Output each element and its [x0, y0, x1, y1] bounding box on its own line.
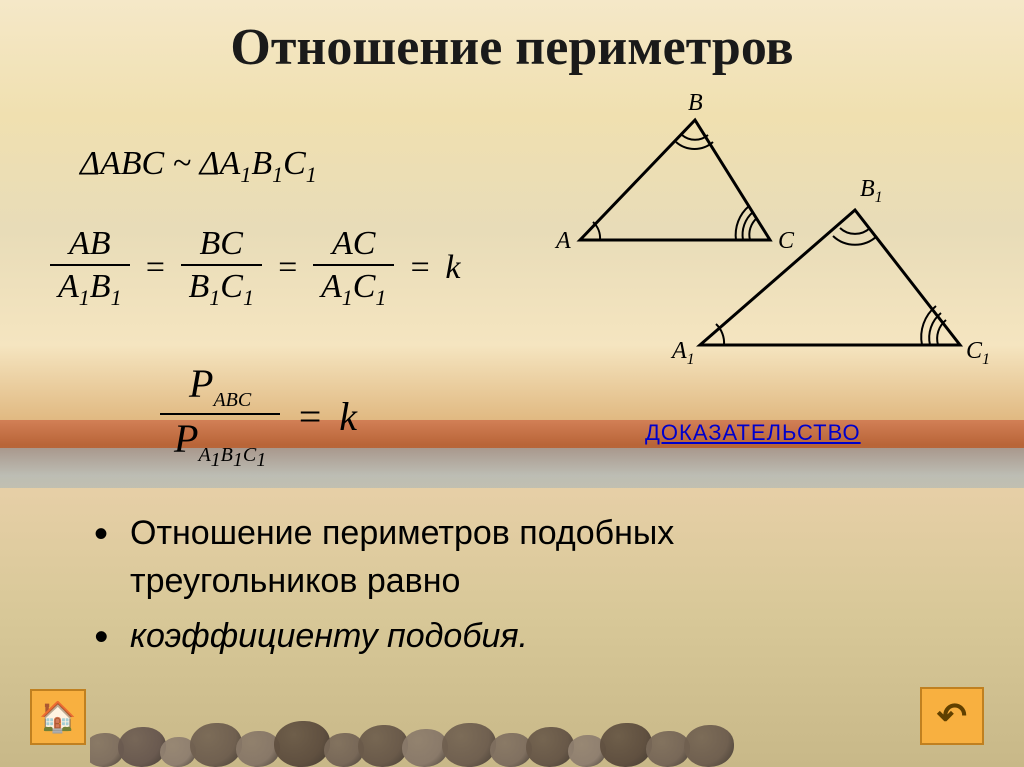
triangle-large-shape [700, 210, 960, 345]
page-title: Отношение периметров [0, 18, 1024, 77]
proof-link[interactable]: ДОКАЗАТЕЛЬСТВО [645, 420, 861, 446]
triangle-large-svg [680, 190, 980, 360]
rock [190, 723, 242, 767]
rock [684, 725, 734, 767]
rock [442, 723, 496, 767]
back-icon: ↶ [937, 695, 967, 737]
similarity-lhs: ΔABC [80, 145, 164, 182]
rock [118, 727, 166, 767]
decor-rocks [90, 697, 904, 767]
similarity-rhs: ΔA1B1C1 [200, 145, 317, 182]
triangle-large-label-a: A1 [672, 338, 695, 369]
ratio-frac-2: BC B1C1 [181, 225, 262, 310]
decor-band-1 [0, 420, 1024, 448]
back-button[interactable]: ↶ [920, 687, 984, 745]
triangle-large-label-b: B1 [860, 176, 883, 207]
decor-band-2 [0, 448, 1024, 488]
perimeter-ratio: PABC PA1B1C1 = k [160, 360, 357, 473]
rock [600, 723, 652, 767]
eq-1: = [138, 249, 173, 287]
rock [358, 725, 408, 767]
ratio-frac-3: AC A1C1 [313, 225, 394, 310]
rock [236, 731, 280, 767]
triangle-small-label-a: A [556, 228, 571, 255]
rock [402, 729, 448, 767]
rock [274, 721, 330, 767]
bullet-1: Отношение периметров подобных треугольни… [90, 510, 904, 605]
similarity-rel: ~ [173, 145, 191, 182]
angle-arc-b1-lg [840, 228, 870, 234]
angle-arc-b2 [676, 142, 713, 149]
perimeter-frac: PABC PA1B1C1 [160, 360, 280, 473]
eq-3: = [402, 249, 437, 287]
triangle-large: A1 B1 C1 [680, 190, 980, 360]
angle-arc-a1 [716, 324, 724, 345]
home-icon: 🏠 [39, 700, 76, 735]
triangle-small-label-b: B [688, 90, 703, 117]
side-ratios: AB A1B1 = BC B1C1 = AC A1C1 = k [50, 225, 460, 310]
perim-eq: = [290, 393, 329, 440]
ratio-k: k [445, 249, 460, 287]
bullet-list: Отношение периметров подобных треугольни… [90, 510, 904, 669]
perim-k: k [339, 393, 357, 440]
triangle-large-label-c: C1 [966, 338, 990, 369]
home-button[interactable]: 🏠 [30, 689, 86, 745]
ratio-frac-1: AB A1B1 [50, 225, 130, 310]
similarity-statement: ΔABC ~ ΔA1B1C1 [80, 145, 317, 188]
eq-2: = [270, 249, 305, 287]
bullet-2: коэффициенту подобия. [90, 613, 904, 661]
rock [526, 727, 574, 767]
angle-arc-b2-lg [833, 236, 877, 245]
